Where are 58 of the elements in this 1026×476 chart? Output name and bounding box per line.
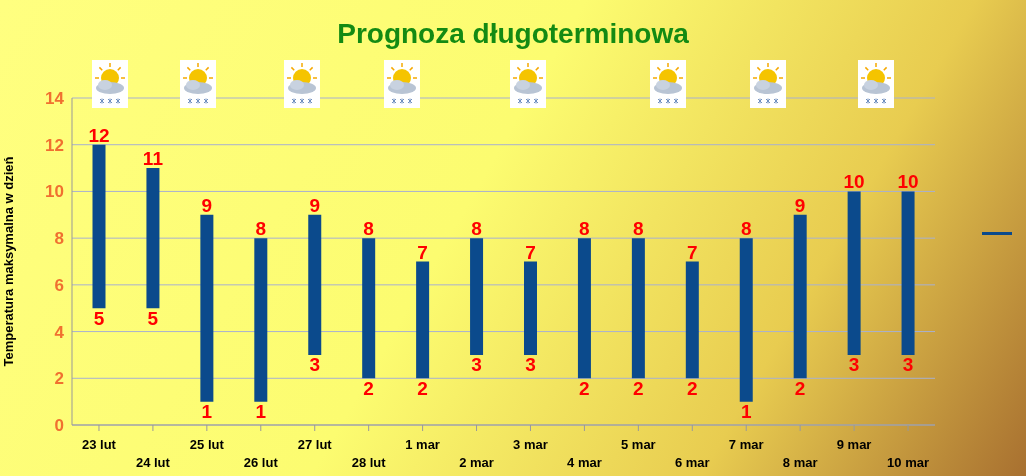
annotation: 7 [417,241,428,263]
x-tick-label: 6 mar [674,455,710,470]
annotation: 2 [417,377,428,399]
y-tick-label: 4 [54,322,65,342]
annotation: 3 [525,354,536,376]
x-tick-label: 23 lut [81,437,117,452]
annotation: 2 [363,377,374,399]
annotation: 2 [633,377,644,399]
annotation: 5 [147,307,159,329]
x-tick-label: 9 mar [836,437,872,452]
x-tick-label: 7 mar [728,437,764,452]
annotation: 8 [633,218,644,240]
annotation: 1 [255,401,267,423]
y-tick-label: 6 [54,275,64,295]
x-tick-label: 1 mar [405,437,440,452]
annotation: 9 [309,194,321,216]
annotation: 2 [794,377,806,399]
y-tick-label: 10 [45,182,64,202]
y-tick-label: 8 [54,229,64,249]
annotation: 8 [363,218,374,240]
annotation: 3 [471,354,482,376]
y-tick-label: 0 [54,416,64,436]
annotation: 1 [201,401,213,423]
annotation: 8 [740,218,752,240]
x-tick-label: 10 mar [887,455,929,470]
annotation: 12 [88,124,110,146]
annotation: 7 [525,241,536,263]
x-tick-label: 3 mar [513,437,548,452]
x-tick-label: 27 lut [297,437,333,452]
x-tick-label: 2 mar [459,455,494,470]
annotation: 10 [843,171,865,193]
chart-title: Prognoza długoterminowa [336,18,690,50]
x-tick-label: 4 mar [567,455,602,470]
annotation: 9 [794,194,806,216]
annotation: 2 [686,377,698,399]
y-tick-label: 14 [45,89,65,109]
annotation: 9 [201,194,213,216]
annotation: 8 [471,218,482,240]
x-tick-label: 24 lut [135,455,171,470]
annotation: 8 [579,218,590,240]
annotation: 3 [902,354,914,376]
annotation: 10 [897,171,919,193]
annotation: 1 [740,401,752,423]
y-tick-label: 12 [45,135,64,155]
x-tick-label: 26 lut [243,455,279,470]
x-tick-label: 28 lut [351,455,387,470]
x-tick-label: 8 mar [782,455,818,470]
x-tick-label: 5 mar [620,437,656,452]
annotation: 2 [579,377,590,399]
annotation: 3 [848,354,860,376]
annotation: 7 [686,241,698,263]
annotation: 8 [255,218,267,240]
y-tick-label: 2 [54,369,64,389]
y-axis-title: Temperatura maksymalna w dzień [0,156,16,367]
annotation: 3 [309,354,321,376]
annotation: 5 [93,307,105,329]
annotation: 11 [142,148,164,170]
x-tick-label: 25 lut [189,437,225,452]
